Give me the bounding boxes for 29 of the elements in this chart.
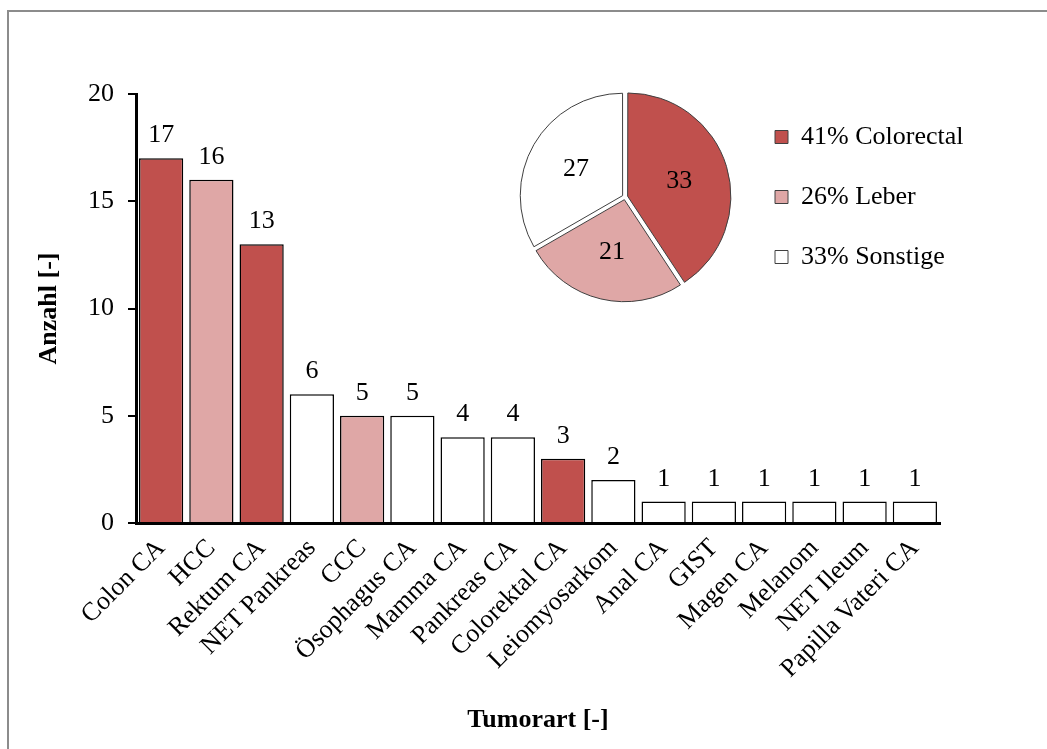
data-label: 16 — [198, 140, 225, 170]
data-label: 5 — [355, 376, 369, 406]
legend-label: 33% Sonstige — [801, 240, 945, 270]
data-label: 4 — [456, 398, 470, 428]
data-label: 1 — [657, 462, 671, 492]
data-label: 2 — [606, 441, 620, 471]
legend-label: 26% Leber — [801, 180, 917, 210]
data-label: 1 — [908, 462, 922, 492]
data-label: 5 — [405, 376, 419, 406]
y-axis-title: Anzahl [-] — [33, 252, 63, 365]
data-label: 6 — [305, 355, 319, 385]
y-tick-label: 5 — [101, 399, 114, 429]
y-tick-label: 20 — [88, 77, 114, 107]
x-axis-title: Tumorart [-] — [467, 704, 609, 734]
data-label: 1 — [707, 462, 721, 492]
legend-label: 41% Colorectal — [801, 120, 964, 150]
data-label: 33 — [666, 164, 693, 194]
data-label: 3 — [556, 419, 570, 449]
data-label: 1 — [757, 462, 771, 492]
data-label: 13 — [248, 205, 275, 235]
data-label: 1 — [858, 462, 872, 492]
y-tick-label: 10 — [88, 292, 114, 322]
data-label: 27 — [563, 152, 590, 182]
y-tick-label: 15 — [88, 185, 114, 215]
data-label: 4 — [506, 398, 520, 428]
y-tick-label: 0 — [101, 506, 114, 536]
data-label: 1 — [807, 462, 821, 492]
data-label: 17 — [148, 119, 175, 149]
data-label: 21 — [598, 235, 625, 265]
